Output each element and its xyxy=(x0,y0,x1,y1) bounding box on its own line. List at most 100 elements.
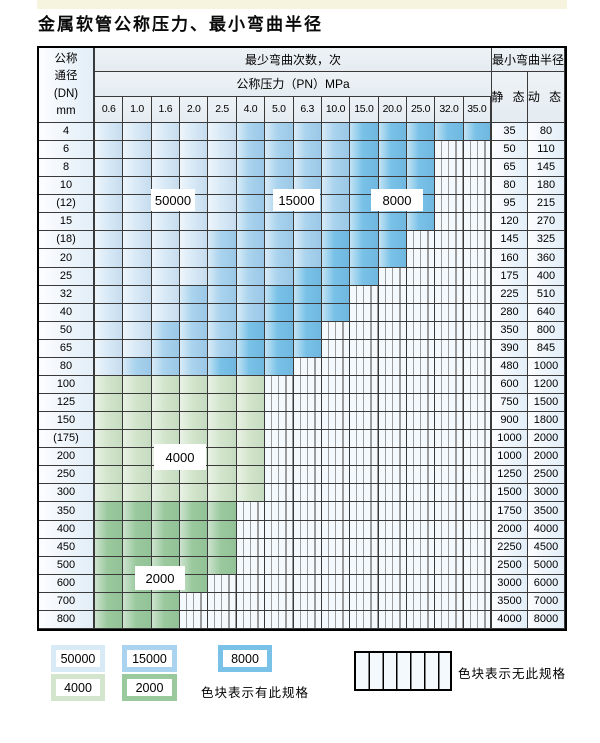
bend-cycles-header: 最少弯曲次数，次 xyxy=(95,48,492,72)
dn-cell: 500 xyxy=(39,556,95,575)
spec-cell xyxy=(265,538,294,557)
spec-cell xyxy=(435,412,464,431)
static-header: 静 态 xyxy=(492,72,528,123)
static-cell: 1500 xyxy=(492,484,528,503)
spec-cell xyxy=(378,321,407,340)
spec-cell xyxy=(208,267,237,286)
spec-cell xyxy=(151,231,181,250)
spec-cell xyxy=(180,357,209,376)
dynamic-cell: 270 xyxy=(528,213,565,232)
dn-cell: 25 xyxy=(39,267,95,286)
pressure-col-label: 6.3 xyxy=(293,97,322,123)
spec-cell xyxy=(123,285,152,304)
spec-cell xyxy=(435,267,464,286)
spec-cell xyxy=(463,412,492,431)
legend-unavailable-label: 色块表示无此规格 xyxy=(458,667,567,681)
spec-cell xyxy=(321,574,351,593)
spec-cell xyxy=(435,249,464,268)
spec-cell xyxy=(293,556,322,575)
spec-cell xyxy=(463,466,492,485)
spec-cell xyxy=(321,213,351,232)
pressure-col-label: 5.0 xyxy=(265,97,294,123)
static-cell: 3000 xyxy=(492,574,528,593)
spec-cell xyxy=(378,412,407,431)
pressure-header: 公称压力（PN）MPa xyxy=(95,72,492,97)
spec-cell xyxy=(378,556,407,575)
spec-cell xyxy=(406,592,436,611)
static-cell: 3500 xyxy=(492,592,528,611)
dynamic-cell: 325 xyxy=(528,231,565,250)
spec-cell xyxy=(95,195,124,214)
static-cell: 390 xyxy=(492,339,528,358)
spec-cell xyxy=(406,574,436,593)
spec-cell xyxy=(463,538,492,557)
dn-cell: 65 xyxy=(39,339,95,358)
spec-cell xyxy=(265,574,294,593)
spec-cell xyxy=(151,339,181,358)
spec-cell xyxy=(321,448,351,467)
spec-cell xyxy=(208,412,237,431)
spec-cell xyxy=(435,448,464,467)
dynamic-cell: 7000 xyxy=(528,592,565,611)
static-cell: 65 xyxy=(492,159,528,178)
dynamic-cell: 4000 xyxy=(528,520,565,539)
spec-cell xyxy=(180,484,209,503)
spec-cell xyxy=(463,321,492,340)
legend-swatch-label: 2000 xyxy=(127,679,172,696)
dynamic-cell: 2000 xyxy=(528,430,565,449)
spec-cell xyxy=(293,610,322,629)
spec-table: 公称 通径 (DN) mm 最少弯曲次数，次 最小弯曲半径 公称压力（PN）MPa 静 态动 … xyxy=(37,46,567,631)
pressure-col-label: 15.0 xyxy=(350,97,379,123)
spec-cell xyxy=(463,592,492,611)
pressure-col-label: 25.0 xyxy=(406,97,436,123)
dn-cell: 250 xyxy=(39,466,95,485)
spec-cell xyxy=(378,610,407,629)
spec-cell xyxy=(236,303,266,322)
spec-cell xyxy=(208,484,237,503)
spec-cell xyxy=(95,285,124,304)
dynamic-cell: 2000 xyxy=(528,448,565,467)
spec-cell xyxy=(151,249,181,268)
spec-cell xyxy=(463,303,492,322)
spec-cell xyxy=(406,231,436,250)
dynamic-cell: 215 xyxy=(528,195,565,214)
spec-cell xyxy=(236,592,266,611)
spec-cell xyxy=(350,394,379,413)
spec-cell xyxy=(151,303,181,322)
spec-cell xyxy=(378,502,407,521)
spec-cell xyxy=(293,430,322,449)
static-cell: 225 xyxy=(492,285,528,304)
spec-cell xyxy=(265,592,294,611)
legend: 色块表示有此规格 色块表示无此规格 50000 15000 8000 4000 2000 xyxy=(0,630,600,743)
spec-cell xyxy=(463,394,492,413)
spec-cell xyxy=(265,610,294,629)
spec-cell xyxy=(208,538,237,557)
spec-cell xyxy=(236,610,266,629)
spec-cell xyxy=(123,448,152,467)
spec-cell xyxy=(180,592,209,611)
pressure-col-label: 20.0 xyxy=(378,97,407,123)
spec-cell xyxy=(378,430,407,449)
spec-cell xyxy=(293,520,322,539)
spec-cell xyxy=(463,231,492,250)
spec-cell xyxy=(208,285,237,304)
static-cell: 120 xyxy=(492,213,528,232)
spec-cell xyxy=(151,538,181,557)
spec-cell xyxy=(293,213,322,232)
spec-cell xyxy=(236,141,266,160)
static-cell: 600 xyxy=(492,375,528,395)
spec-cell xyxy=(321,538,351,557)
spec-cell xyxy=(95,339,124,358)
spec-cell xyxy=(95,610,124,629)
spec-cell xyxy=(435,303,464,322)
spec-cell xyxy=(180,466,209,485)
dn-cell: 40 xyxy=(39,303,95,322)
spec-cell xyxy=(123,321,152,340)
dynamic-header: 动 态 xyxy=(528,72,565,123)
spec-cell xyxy=(435,556,464,575)
spec-cell xyxy=(378,339,407,358)
spec-cell xyxy=(293,592,322,611)
spec-cell xyxy=(378,574,407,593)
spec-cell xyxy=(208,321,237,340)
pressure-col-label: 2.0 xyxy=(180,97,209,123)
